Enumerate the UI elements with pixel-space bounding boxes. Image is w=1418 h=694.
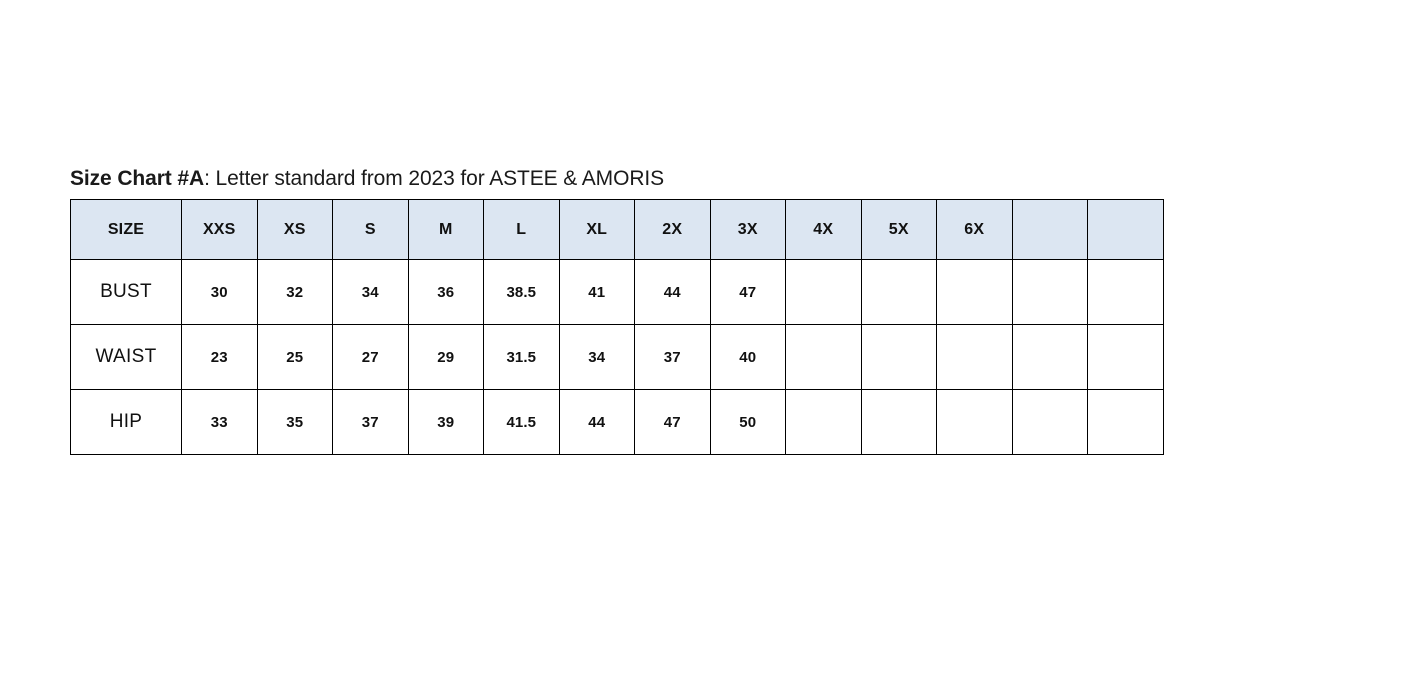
- cell-hip-xs: 35: [256, 389, 333, 455]
- column-header-2x: 2X: [634, 199, 711, 260]
- column-header-m: M: [407, 199, 484, 260]
- column-header-xl: XL: [558, 199, 635, 260]
- cell-bust-xxs: 30: [181, 259, 258, 325]
- cell-waist-6x: [936, 324, 1013, 390]
- column-header-6x: 6X: [936, 199, 1013, 260]
- cell-hip-xxs: 33: [181, 389, 258, 455]
- cell-hip-6x: [936, 389, 1013, 455]
- cell-bust-6x: [936, 259, 1013, 325]
- cell-hip-2x: 47: [634, 389, 711, 455]
- cell-waist-5x: [860, 324, 937, 390]
- table-row: HIP 33 35 37 39 41.5 44 47 50: [70, 389, 1164, 455]
- cell-bust-s: 34: [332, 259, 409, 325]
- column-header-xs: XS: [256, 199, 333, 260]
- chart-title: Size Chart #A: Letter standard from 2023…: [70, 166, 1160, 192]
- size-chart-block: Size Chart #A: Letter standard from 2023…: [70, 166, 1164, 455]
- table-header-row: SIZE XXS XS S M L XL 2X 3X 4X 5X 6X: [70, 199, 1164, 260]
- cell-waist-4x: [785, 324, 862, 390]
- column-header-size: SIZE: [70, 199, 182, 260]
- cell-bust-5x: [860, 259, 937, 325]
- cell-waist-blank-1: [1011, 324, 1088, 390]
- column-header-blank-1: [1011, 199, 1088, 260]
- cell-hip-blank-1: [1011, 389, 1088, 455]
- column-header-s: S: [332, 199, 409, 260]
- cell-bust-xs: 32: [256, 259, 333, 325]
- cell-hip-5x: [860, 389, 937, 455]
- column-header-3x: 3X: [709, 199, 786, 260]
- row-label-hip: HIP: [70, 389, 182, 455]
- cell-bust-2x: 44: [634, 259, 711, 325]
- cell-waist-m: 29: [407, 324, 484, 390]
- size-chart-table: SIZE XXS XS S M L XL 2X 3X 4X 5X 6X: [70, 199, 1164, 455]
- cell-waist-3x: 40: [709, 324, 786, 390]
- cell-hip-4x: [785, 389, 862, 455]
- cell-bust-m: 36: [407, 259, 484, 325]
- column-header-blank-2: [1087, 199, 1164, 260]
- table-row: BUST 30 32 34 36 38.5 41 44 47: [70, 259, 1164, 325]
- cell-hip-s: 37: [332, 389, 409, 455]
- column-header-5x: 5X: [860, 199, 937, 260]
- column-header-l: L: [483, 199, 560, 260]
- cell-waist-xs: 25: [256, 324, 333, 390]
- cell-waist-2x: 37: [634, 324, 711, 390]
- cell-hip-xl: 44: [558, 389, 635, 455]
- cell-waist-xxs: 23: [181, 324, 258, 390]
- cell-waist-xl: 34: [558, 324, 635, 390]
- cell-hip-blank-2: [1087, 389, 1164, 455]
- row-label-bust: BUST: [70, 259, 182, 325]
- cell-bust-4x: [785, 259, 862, 325]
- cell-bust-blank-1: [1011, 259, 1088, 325]
- cell-bust-3x: 47: [709, 259, 786, 325]
- table-row: WAIST 23 25 27 29 31.5 34 37 40: [70, 324, 1164, 390]
- cell-hip-m: 39: [407, 389, 484, 455]
- column-header-xxs: XXS: [181, 199, 258, 260]
- cell-bust-blank-2: [1087, 259, 1164, 325]
- row-label-waist: WAIST: [70, 324, 182, 390]
- cell-bust-xl: 41: [558, 259, 635, 325]
- chart-title-description: : Letter standard from 2023 for ASTEE & …: [204, 167, 665, 190]
- cell-waist-blank-2: [1087, 324, 1164, 390]
- cell-hip-l: 41.5: [483, 389, 560, 455]
- chart-title-label: Size Chart #A: [70, 167, 205, 190]
- cell-waist-s: 27: [332, 324, 409, 390]
- cell-bust-l: 38.5: [483, 259, 560, 325]
- cell-waist-l: 31.5: [483, 324, 560, 390]
- cell-hip-3x: 50: [709, 389, 786, 455]
- column-header-4x: 4X: [785, 199, 862, 260]
